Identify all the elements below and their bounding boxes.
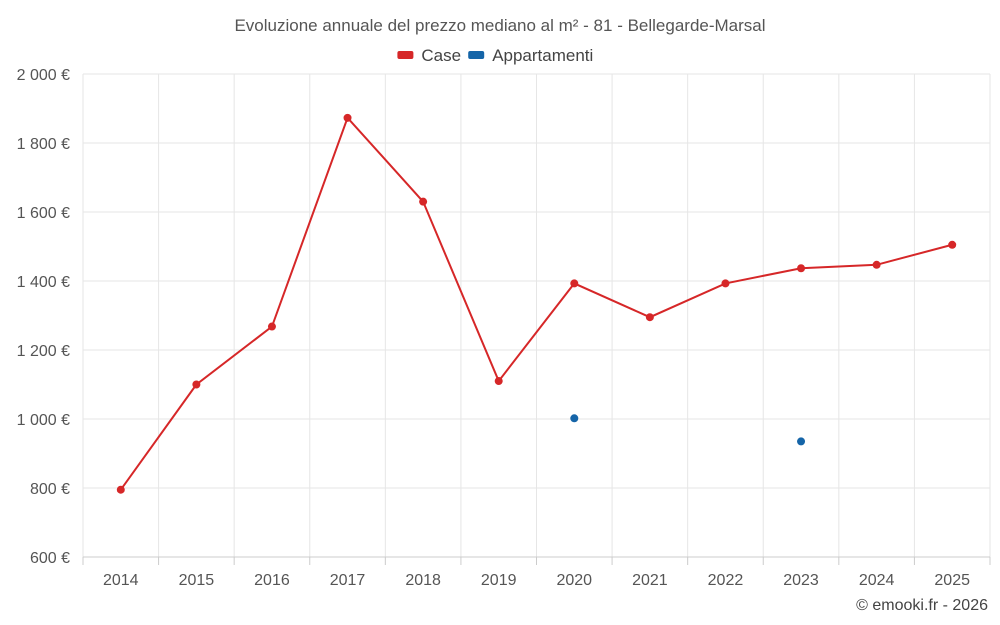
legend-label: Case <box>421 46 461 65</box>
data-point-case-2025[interactable] <box>948 240 957 249</box>
x-tick-label: 2018 <box>405 572 441 589</box>
data-point-case-2016[interactable] <box>267 322 276 331</box>
y-tick-label: 2 000 € <box>17 67 70 84</box>
data-point-case-2021[interactable] <box>645 313 654 322</box>
data-point-case-2022[interactable] <box>721 279 730 288</box>
x-tick-label: 2022 <box>708 572 744 589</box>
y-tick-label: 600 € <box>30 550 70 567</box>
data-point-case-2020[interactable] <box>570 279 579 288</box>
x-tick-label: 2019 <box>481 572 517 589</box>
data-point-appartamenti-2023[interactable] <box>797 437 806 446</box>
legend-swatch <box>397 51 414 59</box>
data-point-case-2024[interactable] <box>872 260 881 269</box>
y-tick-label: 1 400 € <box>17 274 70 291</box>
plot-area <box>116 113 957 494</box>
data-point-case-2018[interactable] <box>419 197 428 206</box>
legend-item-case[interactable]: Case <box>397 46 461 65</box>
legend-swatch <box>468 51 485 59</box>
legend-label: Appartamenti <box>492 46 593 65</box>
data-point-case-2019[interactable] <box>494 377 503 386</box>
x-tick-label: 2024 <box>859 572 895 589</box>
x-tick-label: 2016 <box>254 572 290 589</box>
y-tick-label: 1 600 € <box>17 205 70 222</box>
data-point-case-2014[interactable] <box>116 485 125 494</box>
x-tick-label: 2015 <box>179 572 215 589</box>
legend: Case Appartamenti <box>397 46 593 65</box>
y-tick-label: 1 800 € <box>17 136 70 153</box>
data-point-case-2023[interactable] <box>797 264 806 273</box>
data-point-case-2015[interactable] <box>192 380 201 389</box>
x-tick-label: 2021 <box>632 572 668 589</box>
x-tick-label: 2025 <box>934 572 970 589</box>
x-tick-label: 2023 <box>783 572 819 589</box>
legend-item-appartamenti[interactable]: Appartamenti <box>468 46 593 65</box>
y-tick-label: 1 000 € <box>17 412 70 429</box>
series-line-case <box>119 115 953 491</box>
axes: 600 € 800 € 1 000 € 1 200 € 1 400 € 1 600 € 1 … <box>17 67 991 589</box>
x-tick-label: 2017 <box>330 572 366 589</box>
grid <box>82 73 991 557</box>
y-tick-label: 800 € <box>30 481 70 498</box>
x-tick-label: 2014 <box>103 572 139 589</box>
data-point-appartamenti-2020[interactable] <box>570 414 579 423</box>
credit-text: © emooki.fr - 2026 <box>856 597 988 614</box>
chart-title: Evoluzione annuale del prezzo mediano al… <box>234 16 765 35</box>
x-tick-label: 2020 <box>556 572 592 589</box>
data-point-case-2017[interactable] <box>343 113 352 122</box>
y-tick-label: 1 200 € <box>17 343 70 360</box>
